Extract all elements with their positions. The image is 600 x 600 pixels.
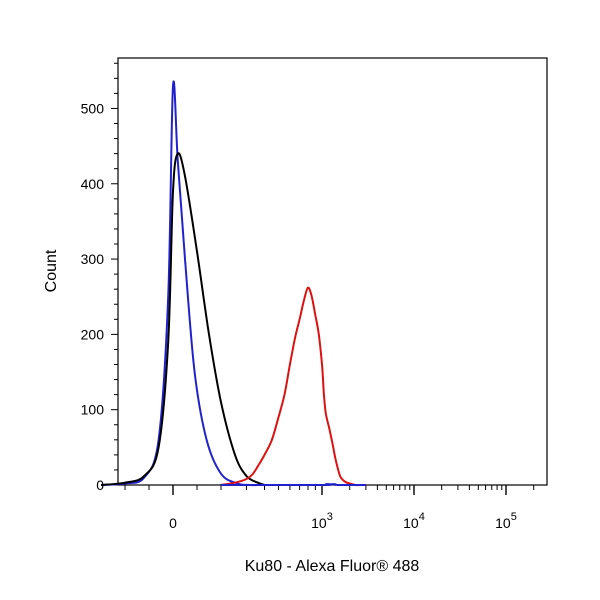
series-line-1 [100,152,265,486]
y-axis-title: Count [43,249,60,292]
x-tick-label: 104 [403,511,425,531]
series-line-3 [220,483,366,487]
y-tick-label: 500 [81,100,105,116]
x-tick-label: 0 [169,515,177,531]
series-line-2 [220,286,366,487]
plot-frame [117,57,548,486]
y-tick-label: 200 [81,326,105,342]
y-tick-label: 400 [81,176,105,192]
x-axis-title: Ku80 - Alexa Fluor® 488 [245,558,420,575]
y-tick-label: 0 [96,477,104,493]
y-axis-major-ticks: 0 100 200 300 400 500 [81,100,118,493]
y-axis-minor-ticks [114,62,118,471]
y-tick-label: 100 [81,402,105,418]
x-axis-major-ticks: 0 103 104 105 [169,485,517,531]
x-axis-minor-ticks [124,485,535,490]
y-tick-label: 300 [81,251,105,267]
series-layer [100,80,366,487]
x-tick-label: 103 [311,511,333,531]
x-tick-label: 105 [495,511,517,531]
